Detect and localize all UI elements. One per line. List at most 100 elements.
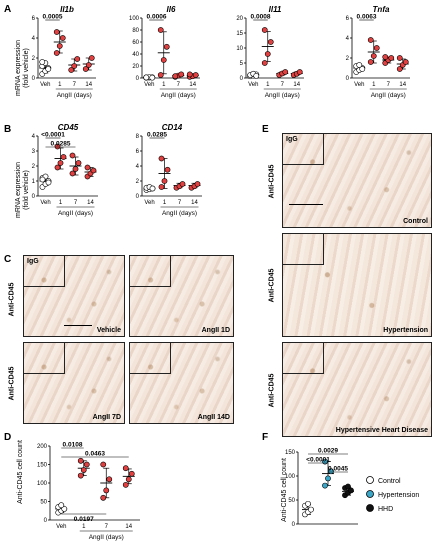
- data-point: [88, 55, 95, 61]
- micrograph-label-control: Control: [403, 218, 428, 225]
- data-point: [267, 39, 274, 45]
- x-tick-label: Veh: [248, 82, 258, 88]
- scale-bar: [289, 204, 323, 205]
- chart-il11: 0 5 10 15 20 Il11 Veh 1 7 14 AngII (days) 0.0008: [236, 5, 304, 99]
- igg-label: IgG: [27, 258, 39, 265]
- data-point: [356, 62, 363, 68]
- micrograph-c-angii-1d: AngII 1D: [129, 255, 234, 337]
- data-point: [161, 178, 168, 184]
- y-tick-label: 10: [236, 46, 243, 52]
- data-point: [186, 71, 193, 78]
- micrograph-c-angii-7d: AngII 7D: [23, 342, 125, 424]
- svg-text:(fold vehicle): (fold vehicle): [23, 48, 30, 88]
- data-point: [74, 56, 81, 62]
- data-point: [192, 72, 199, 78]
- x-tick-label: 14: [125, 524, 132, 530]
- p-value-label: 0.0285: [51, 141, 71, 148]
- data-point: [54, 143, 61, 150]
- svg-text:Anti-CD45 cell count: Anti-CD45 cell count: [17, 440, 24, 504]
- data-point: [157, 27, 164, 33]
- anti-cd45-label-c2: Anti-CD45: [8, 366, 16, 401]
- micrograph-label-vehicle: Vehicle: [96, 327, 121, 334]
- data-point: [157, 72, 164, 78]
- micrograph-label-hypertension: Hypertension: [383, 327, 428, 334]
- micrograph-e-hhd: Hypertensive Heart Disease: [282, 342, 432, 437]
- chart-il1b: 0 2 4 6 Il1b Veh 1 7 14 AngII (days) 0.0005: [32, 5, 96, 99]
- anti-cd45-label-e3: Anti-CD45: [268, 373, 276, 408]
- data-point: [39, 59, 46, 65]
- data-point: [53, 29, 60, 35]
- p-value-label: <0.0001: [41, 132, 65, 139]
- igg-inset: [130, 256, 171, 287]
- x-axis-label: AngII (days): [371, 92, 406, 99]
- data-point: [125, 476, 132, 483]
- data-point: [359, 66, 366, 72]
- data-point: [77, 472, 84, 479]
- data-point: [402, 59, 409, 65]
- data-point: [72, 166, 79, 172]
- y-tick-label: 6: [136, 149, 140, 155]
- y-tick-label: 60: [132, 40, 139, 46]
- y-tick-label: 2: [32, 164, 36, 170]
- data-point: [57, 160, 64, 166]
- data-point: [296, 69, 303, 75]
- data-point: [100, 494, 107, 501]
- chart-cd14: 0 2 4 6 8 CD14 Veh 1 7 14 AngII (days) 0.0285: [136, 123, 202, 217]
- x-tick-label: 7: [177, 82, 181, 88]
- anti-cd45-label-e1: Anti-CD45: [268, 164, 276, 199]
- y-tick-label: 4: [346, 36, 350, 42]
- x-tick-label: Veh: [40, 200, 50, 206]
- chart-title: Il1b: [60, 5, 74, 14]
- y-tick-label: 20: [236, 16, 243, 22]
- data-point: [53, 50, 60, 56]
- legend-f: Control Hypertension HHD: [366, 476, 419, 513]
- ylabel-a: mRNA expression (fold vehicle): [15, 40, 30, 96]
- x-tick-label: 1: [59, 200, 63, 206]
- data-point: [388, 55, 395, 61]
- data-point: [82, 66, 89, 72]
- p-value-label: 0.0108: [63, 442, 83, 449]
- y-tick-label: 0: [346, 76, 350, 82]
- data-point: [84, 164, 91, 171]
- svg-text:Anti-CD45 cell count: Anti-CD45 cell count: [281, 458, 288, 522]
- data-point: [194, 181, 201, 187]
- panel-label-c: C: [4, 254, 11, 265]
- x-axis-label: AngII (days): [162, 210, 197, 217]
- data-point: [71, 63, 78, 69]
- p-value-label: 0.0006: [147, 14, 167, 21]
- x-tick-label: 14: [191, 200, 198, 206]
- y-tick-label: 15: [236, 31, 243, 37]
- ylabel-b: mRNA expression (fold vehicle): [15, 162, 30, 218]
- x-tick-label: 14: [85, 82, 92, 88]
- y-tick-label: 150: [37, 463, 48, 469]
- data-point: [68, 67, 75, 73]
- y-tick-label: 8: [136, 134, 140, 140]
- data-point: [122, 465, 129, 472]
- x-axis-label: AngII (days): [89, 534, 124, 541]
- data-point: [90, 167, 97, 174]
- y-tick-label: 0: [292, 522, 296, 528]
- data-point: [253, 73, 260, 79]
- data-point: [80, 467, 87, 473]
- data-point: [59, 35, 66, 41]
- y-tick-label: 4: [136, 164, 140, 170]
- chart-tnfa: 0 2 4 6 Tnfa Veh 1 7 14 AngII (days) 0.0063: [346, 5, 410, 99]
- data-point: [158, 184, 165, 190]
- panel-label-a: A: [4, 4, 11, 15]
- y-tick-label: 5: [240, 61, 244, 67]
- data-point: [163, 43, 170, 50]
- chart-title: Tnfa: [373, 5, 390, 14]
- y-tick-label: 0: [136, 76, 140, 82]
- data-point: [325, 475, 331, 482]
- x-tick-label: Veh: [56, 524, 66, 530]
- chart-il6: 0 20 40 60 80 100 Il6 Veh 1 7 14 AngII (days) 0.0006: [129, 5, 200, 99]
- y-tick-label: 200: [37, 444, 48, 450]
- legend-marker-control: [366, 476, 374, 484]
- y-tick-label: 1: [32, 179, 36, 185]
- y-tick-label: 80: [132, 28, 139, 34]
- data-point: [308, 506, 314, 513]
- chart-f: 0 50 100 150 0.0029 <0.0001 0.0045: [285, 448, 358, 528]
- data-point: [172, 73, 179, 80]
- y-tick-label: 4: [32, 36, 36, 42]
